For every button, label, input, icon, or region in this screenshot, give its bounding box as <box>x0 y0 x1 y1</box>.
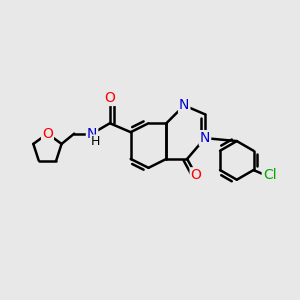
Text: O: O <box>190 168 202 182</box>
Text: N: N <box>200 131 210 145</box>
Text: N: N <box>179 98 189 112</box>
Text: Cl: Cl <box>263 168 276 182</box>
Text: O: O <box>42 127 53 141</box>
Text: N: N <box>87 127 97 141</box>
Text: O: O <box>104 91 115 105</box>
Text: H: H <box>91 136 100 148</box>
